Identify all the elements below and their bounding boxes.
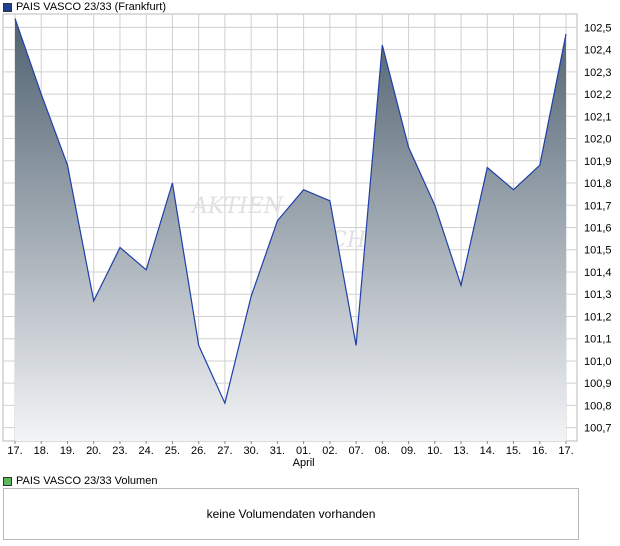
volume-empty-message: keine Volumendaten vorhanden (206, 507, 376, 521)
x-tick-label: 24. (139, 445, 154, 457)
volume-legend-label: PAIS VASCO 23/33 Volumen (16, 475, 158, 487)
y-tick-label: 102,5 (584, 22, 612, 34)
x-axis-ticks: 17. 18. 19. 20. 23. 24. 25. 26. 27. 30. 31. 01. 02. 0… (7, 441, 574, 469)
y-tick-label: 102,4 (584, 45, 612, 57)
y-tick-label: 100,8 (584, 400, 612, 412)
x-tick-label: 10. (427, 445, 442, 457)
x-tick-label: 02. (322, 445, 337, 457)
x-tick-label: 25. (165, 445, 180, 457)
x-tick-label: 20. (86, 445, 101, 457)
x-tick-label: 30. (243, 445, 258, 457)
price-area (15, 18, 566, 442)
volume-panel: keine Volumendaten vorhanden (3, 488, 579, 540)
y-tick-label: 101,2 (584, 311, 612, 323)
y-tick-label: 101,7 (584, 200, 612, 212)
x-tick-label: 08. (375, 445, 390, 457)
volume-legend-swatch (3, 476, 12, 486)
y-tick-label: 102,1 (584, 111, 612, 123)
x-tick-label: 23. (112, 445, 127, 457)
y-axis-ticks: 102,5 102,4 102,3 102,2 102,1 102,0 101,9 101,8… (584, 22, 612, 434)
x-tick-label: 19. (60, 445, 75, 457)
price-legend-swatch (3, 2, 12, 12)
y-tick-label: 102,3 (584, 67, 612, 79)
y-tick-label: 101,5 (584, 245, 612, 257)
price-legend: PAIS VASCO 23/33 (Frankfurt) (3, 1, 166, 13)
x-tick-label: 26. (191, 445, 206, 457)
x-tick-label: 17. (558, 445, 573, 457)
y-tick-label: 101,4 (584, 267, 612, 279)
x-tick-label: 13. (453, 445, 468, 457)
x-tick-label: 31. (270, 445, 285, 457)
price-chart: AKTIEN CHECK 102,5102,4102,3102,2102,110… (2, 13, 612, 469)
y-tick-label: 101,0 (584, 356, 612, 368)
y-tick-label: 101,8 (584, 178, 612, 190)
x-tick-label: 27. (217, 445, 232, 457)
y-tick-label: 101,3 (584, 289, 612, 301)
x-tick-label: 16. (532, 445, 547, 457)
y-tick-label: 101,1 (584, 334, 612, 346)
x-month-label: April (293, 457, 315, 469)
x-tick-label: 07. (348, 445, 363, 457)
x-tick-label: 01. (296, 445, 311, 457)
price-line (14, 18, 567, 406)
x-tick-label: 18. (34, 445, 49, 457)
x-tick-label: 09. (401, 445, 416, 457)
y-tick-label: 101,6 (584, 223, 612, 235)
y-tick-label: 101,9 (584, 156, 612, 168)
y-tick-label: 102,0 (584, 134, 612, 146)
price-legend-label: PAIS VASCO 23/33 (Frankfurt) (16, 1, 166, 13)
y-tick-label: 100,9 (584, 378, 612, 390)
x-tick-label: 17. (7, 445, 22, 457)
y-tick-label: 100,7 (584, 423, 612, 435)
x-tick-label: 15. (506, 445, 521, 457)
volume-legend: PAIS VASCO 23/33 Volumen (3, 475, 157, 487)
y-tick-label: 102,2 (584, 89, 612, 101)
x-tick-label: 14. (480, 445, 495, 457)
watermark-text: AKTIEN (190, 194, 284, 219)
